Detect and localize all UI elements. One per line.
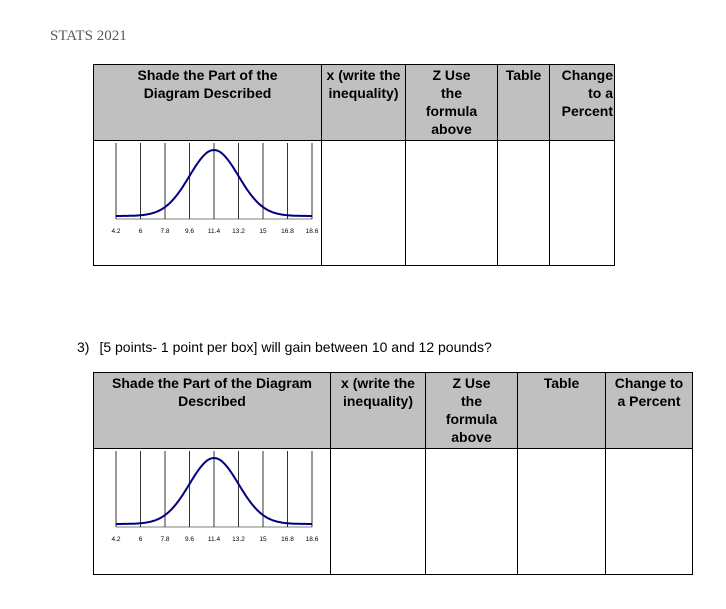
header-x-text: x (write the inequality) — [341, 375, 415, 409]
tick-label: 13.2 — [232, 228, 245, 235]
problem-table-2: Shade the Part of the Diagram Described … — [93, 372, 693, 575]
tick-label: 18.6 — [306, 536, 319, 543]
header-table: Table — [517, 372, 606, 449]
tick-label: 11.4 — [208, 536, 221, 543]
question-number: 3) — [77, 339, 90, 355]
normal-curve — [116, 456, 312, 525]
tick-label: 7.8 — [160, 228, 169, 235]
tick-label: 11.4 — [208, 228, 221, 235]
header-table: Table — [497, 64, 550, 141]
tick-label: 16.8 — [281, 536, 294, 543]
answer-x-cell[interactable] — [330, 448, 426, 575]
tick-label: 15 — [259, 536, 267, 543]
header-x-text: x (write the inequality) — [326, 67, 401, 101]
tick-label: 15 — [259, 228, 267, 235]
answer-percent-cell[interactable] — [549, 140, 615, 266]
header-z-text: Z Use the formula above — [425, 67, 478, 137]
tick-label: 9.6 — [185, 228, 194, 235]
tick-label: 4.2 — [111, 536, 120, 543]
header-table-text: Table — [505, 67, 542, 83]
normal-curve-diagram: 4.2 6 7.8 9.6 11.4 13.2 15 16.8 18.6 — [94, 449, 330, 549]
tick-label: 6 — [139, 228, 143, 235]
header-shade: Shade the Part of the Diagram Described — [93, 64, 322, 141]
answer-table-cell[interactable] — [497, 140, 550, 266]
tick-label: 6 — [139, 536, 143, 543]
answer-z-cell[interactable] — [405, 140, 498, 266]
header-shade: Shade the Part of the Diagram Described — [93, 372, 331, 449]
tick-label: 16.8 — [281, 228, 294, 235]
header-percent-text: Change to a Percent — [561, 67, 613, 119]
tick-label: 9.6 — [185, 536, 194, 543]
tick-label: 18.6 — [306, 228, 319, 235]
header-x: x (write the inequality) — [321, 64, 406, 141]
header-percent: Change to a Percent — [549, 64, 615, 141]
bell-curve-svg: 4.2 6 7.8 9.6 11.4 13.2 15 16.8 18.6 — [111, 451, 319, 543]
diagram-cell[interactable]: 4.2 6 7.8 9.6 11.4 13.2 15 16.8 18.6 — [93, 448, 331, 575]
header-z: Z Use the formula above — [425, 372, 518, 449]
header-x: x (write the inequality) — [330, 372, 426, 449]
header-z-text: Z Use the formula above — [445, 375, 498, 445]
header-percent-text: Change to a Percent — [614, 375, 684, 409]
answer-table-cell[interactable] — [517, 448, 606, 575]
tick-label: 7.8 — [160, 536, 169, 543]
question-text: [5 points- 1 point per box] will gain be… — [99, 339, 492, 355]
header-shade-text: Shade the Part of the Diagram Described — [112, 375, 312, 409]
tick-label: 4.2 — [111, 228, 120, 235]
page-header: STATS 2021 — [50, 28, 127, 44]
header-shade-text: Shade the Part of the Diagram Described — [137, 67, 278, 101]
header-z: Z Use the formula above — [405, 64, 498, 141]
answer-percent-cell[interactable] — [605, 448, 693, 575]
answer-z-cell[interactable] — [425, 448, 518, 575]
bell-curve-svg: 4.2 6 7.8 9.6 11.4 13.2 15 16.8 18.6 — [111, 143, 319, 235]
header-percent: Change to a Percent — [605, 372, 693, 449]
answer-x-cell[interactable] — [321, 140, 406, 266]
tick-label: 13.2 — [232, 536, 245, 543]
normal-curve — [116, 148, 312, 217]
diagram-cell[interactable]: 4.2 6 7.8 9.6 11.4 13.2 15 16.8 18.6 — [93, 140, 322, 266]
header-table-text: Table — [543, 375, 580, 391]
question-3: 3) [5 points- 1 point per box] will gain … — [77, 339, 492, 355]
normal-curve-diagram: 4.2 6 7.8 9.6 11.4 13.2 15 16.8 18.6 — [94, 141, 321, 241]
problem-table-1: Shade the Part of the Diagram Described … — [93, 64, 615, 266]
